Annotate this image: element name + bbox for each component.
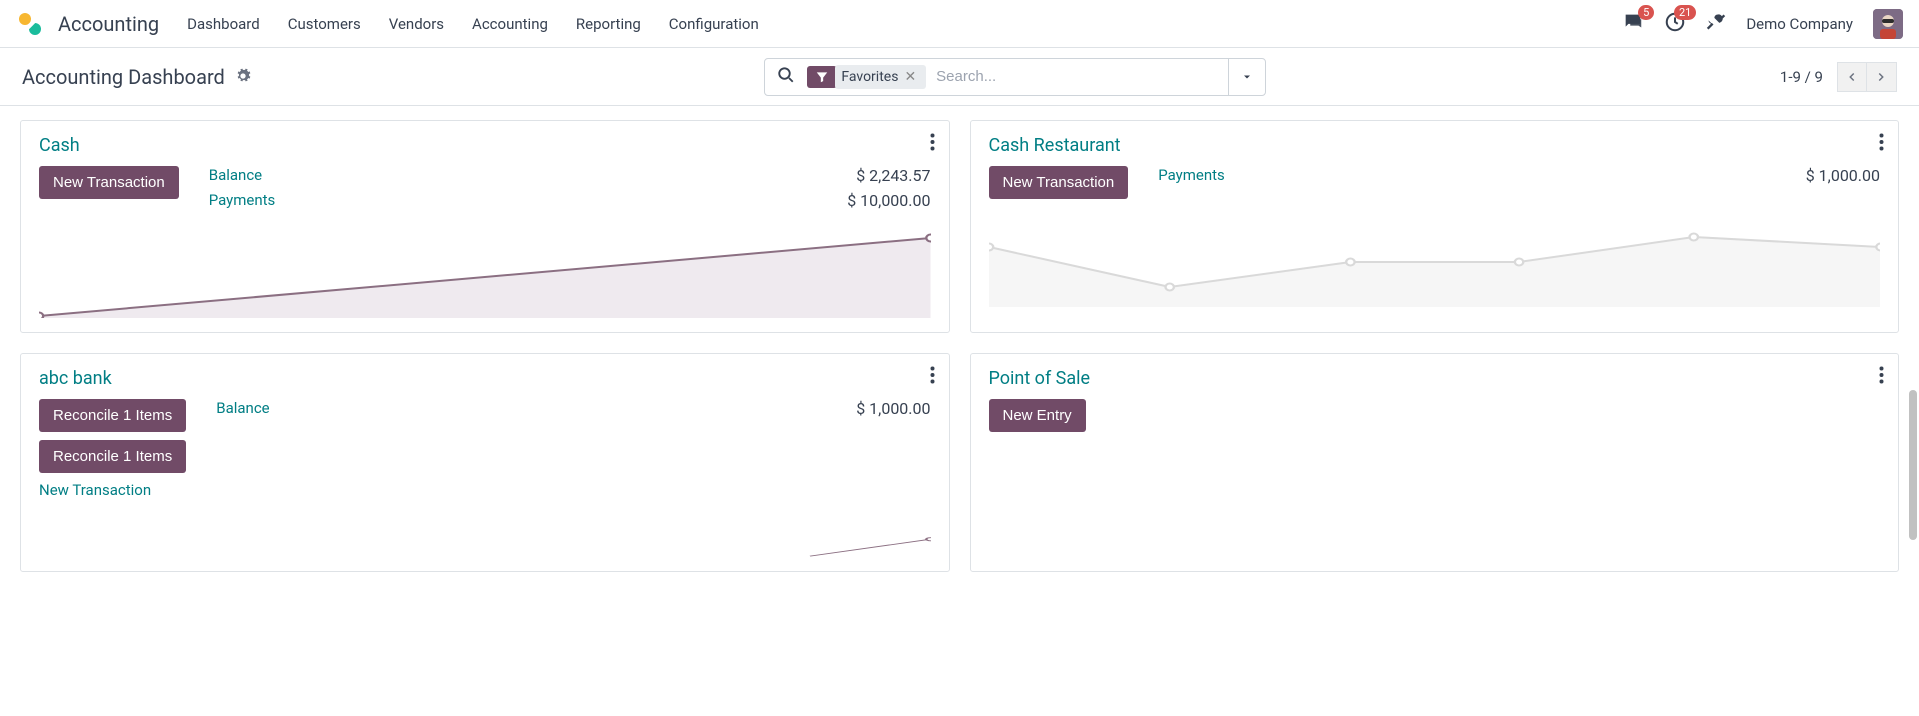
app-name[interactable]: Accounting [58, 12, 159, 36]
balance-link[interactable]: Balance [209, 166, 818, 185]
new-transaction-button[interactable]: New Transaction [39, 166, 179, 199]
nav-item-configuration[interactable]: Configuration [669, 15, 759, 33]
card-point-of-sale: Point of Sale New Entry [970, 353, 1900, 572]
payments-link[interactable]: Payments [1158, 166, 1776, 185]
breadcrumb: Accounting Dashboard [22, 65, 251, 89]
card-title[interactable]: abc bank [39, 368, 931, 389]
company-switcher[interactable]: Demo Company [1746, 15, 1853, 33]
card-menu-icon[interactable] [1879, 366, 1884, 388]
nav-item-customers[interactable]: Customers [288, 15, 361, 33]
tools-icon[interactable] [1706, 12, 1726, 36]
payments-value: $ 10,000.00 [847, 191, 930, 210]
search-input[interactable] [926, 68, 1228, 85]
nav-menu: Dashboard Customers Vendors Accounting R… [187, 15, 759, 33]
card-cash-restaurant: Cash Restaurant New Transaction Payments… [970, 120, 1900, 333]
nav-item-vendors[interactable]: Vendors [389, 15, 444, 33]
control-panel: Accounting Dashboard Favorites ✕ 1-9 / 9 [0, 48, 1919, 106]
balance-link[interactable]: Balance [216, 399, 826, 418]
search-dropdown-toggle[interactable] [1228, 59, 1265, 95]
activities-icon[interactable]: 21 [1664, 11, 1686, 37]
pager-area: 1-9 / 9 [1780, 62, 1897, 92]
scrollbar-thumb[interactable] [1909, 390, 1917, 540]
new-transaction-link[interactable]: New Transaction [39, 481, 151, 499]
search-icon[interactable] [765, 66, 807, 88]
pager-prev-button[interactable] [1837, 62, 1867, 92]
card-menu-icon[interactable] [930, 366, 935, 388]
reconcile-button[interactable]: Reconcile 1 Items [39, 399, 186, 432]
dashboard-grid: Cash New Transaction Balance $ 2,243.57 … [0, 106, 1919, 592]
nav-item-reporting[interactable]: Reporting [576, 15, 641, 33]
card-title[interactable]: Point of Sale [989, 368, 1881, 389]
app-logo-icon [16, 10, 44, 38]
card-cash: Cash New Transaction Balance $ 2,243.57 … [20, 120, 950, 333]
reconcile-button[interactable]: Reconcile 1 Items [39, 440, 186, 473]
page-title: Accounting Dashboard [22, 65, 225, 89]
card-menu-icon[interactable] [1879, 133, 1884, 155]
nav-right: 5 21 Demo Company [1622, 9, 1903, 39]
top-navbar: Accounting Dashboard Customers Vendors A… [0, 0, 1919, 48]
user-avatar[interactable] [1873, 9, 1903, 39]
nav-item-accounting[interactable]: Accounting [472, 15, 548, 33]
filter-chip-remove-icon[interactable]: ✕ [904, 69, 916, 85]
messages-icon[interactable]: 5 [1622, 11, 1644, 37]
payments-link[interactable]: Payments [209, 191, 818, 210]
sparkline-chart [989, 217, 1881, 307]
pager-next-button[interactable] [1867, 62, 1897, 92]
card-title[interactable]: Cash [39, 135, 931, 156]
payments-value: $ 1,000.00 [1806, 166, 1880, 185]
search-bar: Favorites ✕ [764, 58, 1266, 96]
balance-value: $ 2,243.57 [847, 166, 930, 185]
balance-value: $ 1,000.00 [856, 399, 930, 418]
sparkline-chart [39, 517, 931, 557]
filter-chip-favorites[interactable]: Favorites ✕ [835, 65, 926, 89]
card-title[interactable]: Cash Restaurant [989, 135, 1881, 156]
new-transaction-button[interactable]: New Transaction [989, 166, 1129, 199]
card-menu-icon[interactable] [930, 133, 935, 155]
vertical-scrollbar[interactable] [1907, 130, 1919, 716]
pager-count[interactable]: 1-9 / 9 [1780, 68, 1823, 86]
gear-icon[interactable] [235, 65, 251, 89]
filter-chip-label: Favorites [841, 69, 898, 85]
filter-funnel-icon[interactable] [807, 66, 837, 88]
new-entry-button[interactable]: New Entry [989, 399, 1086, 432]
activities-badge: 21 [1674, 5, 1696, 20]
sparkline-chart [39, 228, 931, 318]
card-abc-bank: abc bank Reconcile 1 Items Reconcile 1 I… [20, 353, 950, 572]
messages-badge: 5 [1638, 5, 1654, 20]
nav-item-dashboard[interactable]: Dashboard [187, 15, 260, 33]
